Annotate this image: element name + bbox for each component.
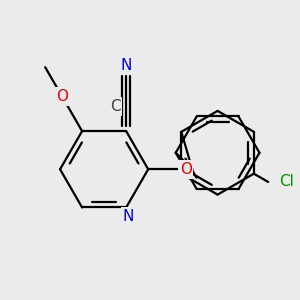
Text: C: C (110, 99, 121, 114)
Text: O: O (180, 162, 192, 177)
Text: O: O (56, 89, 68, 104)
Text: N: N (123, 209, 134, 224)
Text: N: N (121, 58, 132, 73)
Text: Cl: Cl (279, 174, 294, 189)
